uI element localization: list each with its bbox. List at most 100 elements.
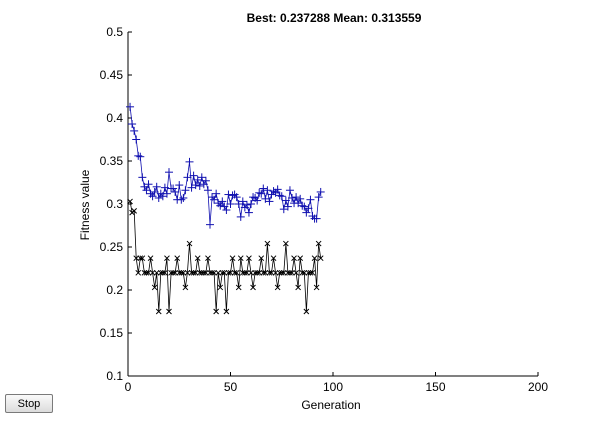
y-tick-label: 0.2 bbox=[106, 283, 123, 297]
data-point bbox=[304, 204, 313, 213]
data-point bbox=[143, 269, 150, 276]
data-point bbox=[307, 269, 314, 276]
data-point bbox=[171, 187, 180, 196]
x-axis-label: Generation bbox=[301, 398, 360, 412]
data-point bbox=[207, 269, 213, 276]
data-point bbox=[205, 255, 211, 262]
data-point bbox=[127, 198, 133, 205]
data-point bbox=[149, 269, 156, 276]
data-point bbox=[249, 193, 258, 202]
data-point bbox=[298, 201, 307, 210]
data-point bbox=[292, 193, 301, 202]
data-point bbox=[228, 191, 237, 200]
data-point bbox=[144, 180, 153, 189]
series-line bbox=[129, 201, 322, 312]
data-point bbox=[276, 269, 283, 276]
data-point bbox=[140, 182, 149, 191]
data-point bbox=[203, 269, 209, 276]
data-point bbox=[267, 190, 276, 199]
data-point bbox=[233, 269, 240, 276]
data-point bbox=[265, 197, 274, 206]
data-point bbox=[268, 269, 275, 276]
data-point bbox=[182, 284, 189, 291]
data-point bbox=[225, 269, 232, 276]
data-point bbox=[162, 189, 171, 198]
data-point bbox=[241, 269, 248, 276]
y-tick-label: 0.1 bbox=[106, 369, 123, 383]
data-point bbox=[312, 214, 321, 223]
data-point bbox=[272, 269, 279, 276]
data-point bbox=[305, 269, 312, 276]
data-point bbox=[255, 188, 264, 197]
data-point bbox=[247, 200, 255, 208]
data-point bbox=[206, 220, 214, 229]
data-point bbox=[139, 255, 146, 262]
data-point bbox=[315, 240, 322, 247]
data-point bbox=[254, 269, 261, 276]
data-point bbox=[215, 269, 222, 276]
data-point bbox=[313, 284, 320, 291]
data-point bbox=[219, 269, 226, 276]
y-tick-label: 0.5 bbox=[106, 25, 123, 39]
data-point bbox=[264, 240, 271, 247]
data-point bbox=[199, 180, 208, 189]
data-point bbox=[181, 186, 190, 195]
data-point bbox=[244, 208, 253, 217]
data-point bbox=[175, 181, 184, 190]
data-point bbox=[203, 186, 212, 195]
data-point bbox=[234, 200, 243, 208]
plot-axes: 0 50 100 150 200 0.1 0.15 0.2 0.25 0.3 0.35 0.4 0.45… bbox=[100, 25, 549, 394]
y-tick-label: 0.3 bbox=[106, 197, 123, 211]
data-point bbox=[259, 184, 268, 193]
data-point bbox=[174, 255, 181, 262]
data-point bbox=[179, 193, 188, 202]
data-point bbox=[152, 182, 161, 191]
data-point bbox=[266, 269, 273, 276]
data-point bbox=[280, 269, 287, 276]
data-point bbox=[136, 152, 145, 161]
data-point bbox=[170, 269, 176, 276]
data-point bbox=[246, 255, 252, 262]
data-point bbox=[172, 269, 179, 276]
y-tick-label: 0.45 bbox=[100, 68, 124, 82]
data-point bbox=[218, 197, 227, 206]
stop-button[interactable]: Stop bbox=[5, 394, 53, 413]
data-point bbox=[157, 269, 164, 276]
data-point bbox=[209, 269, 215, 276]
data-point bbox=[192, 269, 199, 276]
data-point bbox=[294, 199, 303, 208]
data-point bbox=[270, 255, 277, 262]
y-tick-label: 0.35 bbox=[100, 154, 124, 168]
data-point bbox=[316, 187, 325, 196]
data-point bbox=[164, 255, 170, 262]
data-point bbox=[169, 184, 178, 193]
data-point bbox=[201, 176, 210, 185]
data-point bbox=[191, 181, 200, 190]
data-point bbox=[183, 173, 192, 182]
data-point bbox=[151, 284, 158, 291]
data-point bbox=[153, 269, 160, 276]
data-point bbox=[213, 308, 220, 315]
data-point bbox=[281, 196, 290, 205]
data-point bbox=[160, 183, 169, 192]
data-point bbox=[150, 187, 159, 196]
data-point bbox=[238, 197, 247, 206]
data-point bbox=[177, 195, 186, 204]
data-point bbox=[187, 183, 196, 192]
data-point bbox=[236, 212, 245, 221]
chart-title: Best: 0.237288 Mean: 0.313559 bbox=[247, 11, 422, 25]
data-point bbox=[261, 194, 270, 203]
data-point bbox=[248, 269, 254, 276]
data-point bbox=[197, 173, 206, 182]
x-tick-label: 150 bbox=[425, 380, 445, 394]
data-point bbox=[235, 284, 242, 291]
data-point bbox=[194, 255, 201, 262]
series-layer bbox=[126, 102, 325, 315]
data-point bbox=[220, 202, 229, 211]
data-point bbox=[229, 255, 236, 262]
data-point bbox=[186, 240, 193, 247]
data-point bbox=[193, 175, 202, 184]
data-point bbox=[237, 255, 244, 262]
data-point bbox=[256, 269, 263, 276]
data-point bbox=[188, 269, 195, 276]
